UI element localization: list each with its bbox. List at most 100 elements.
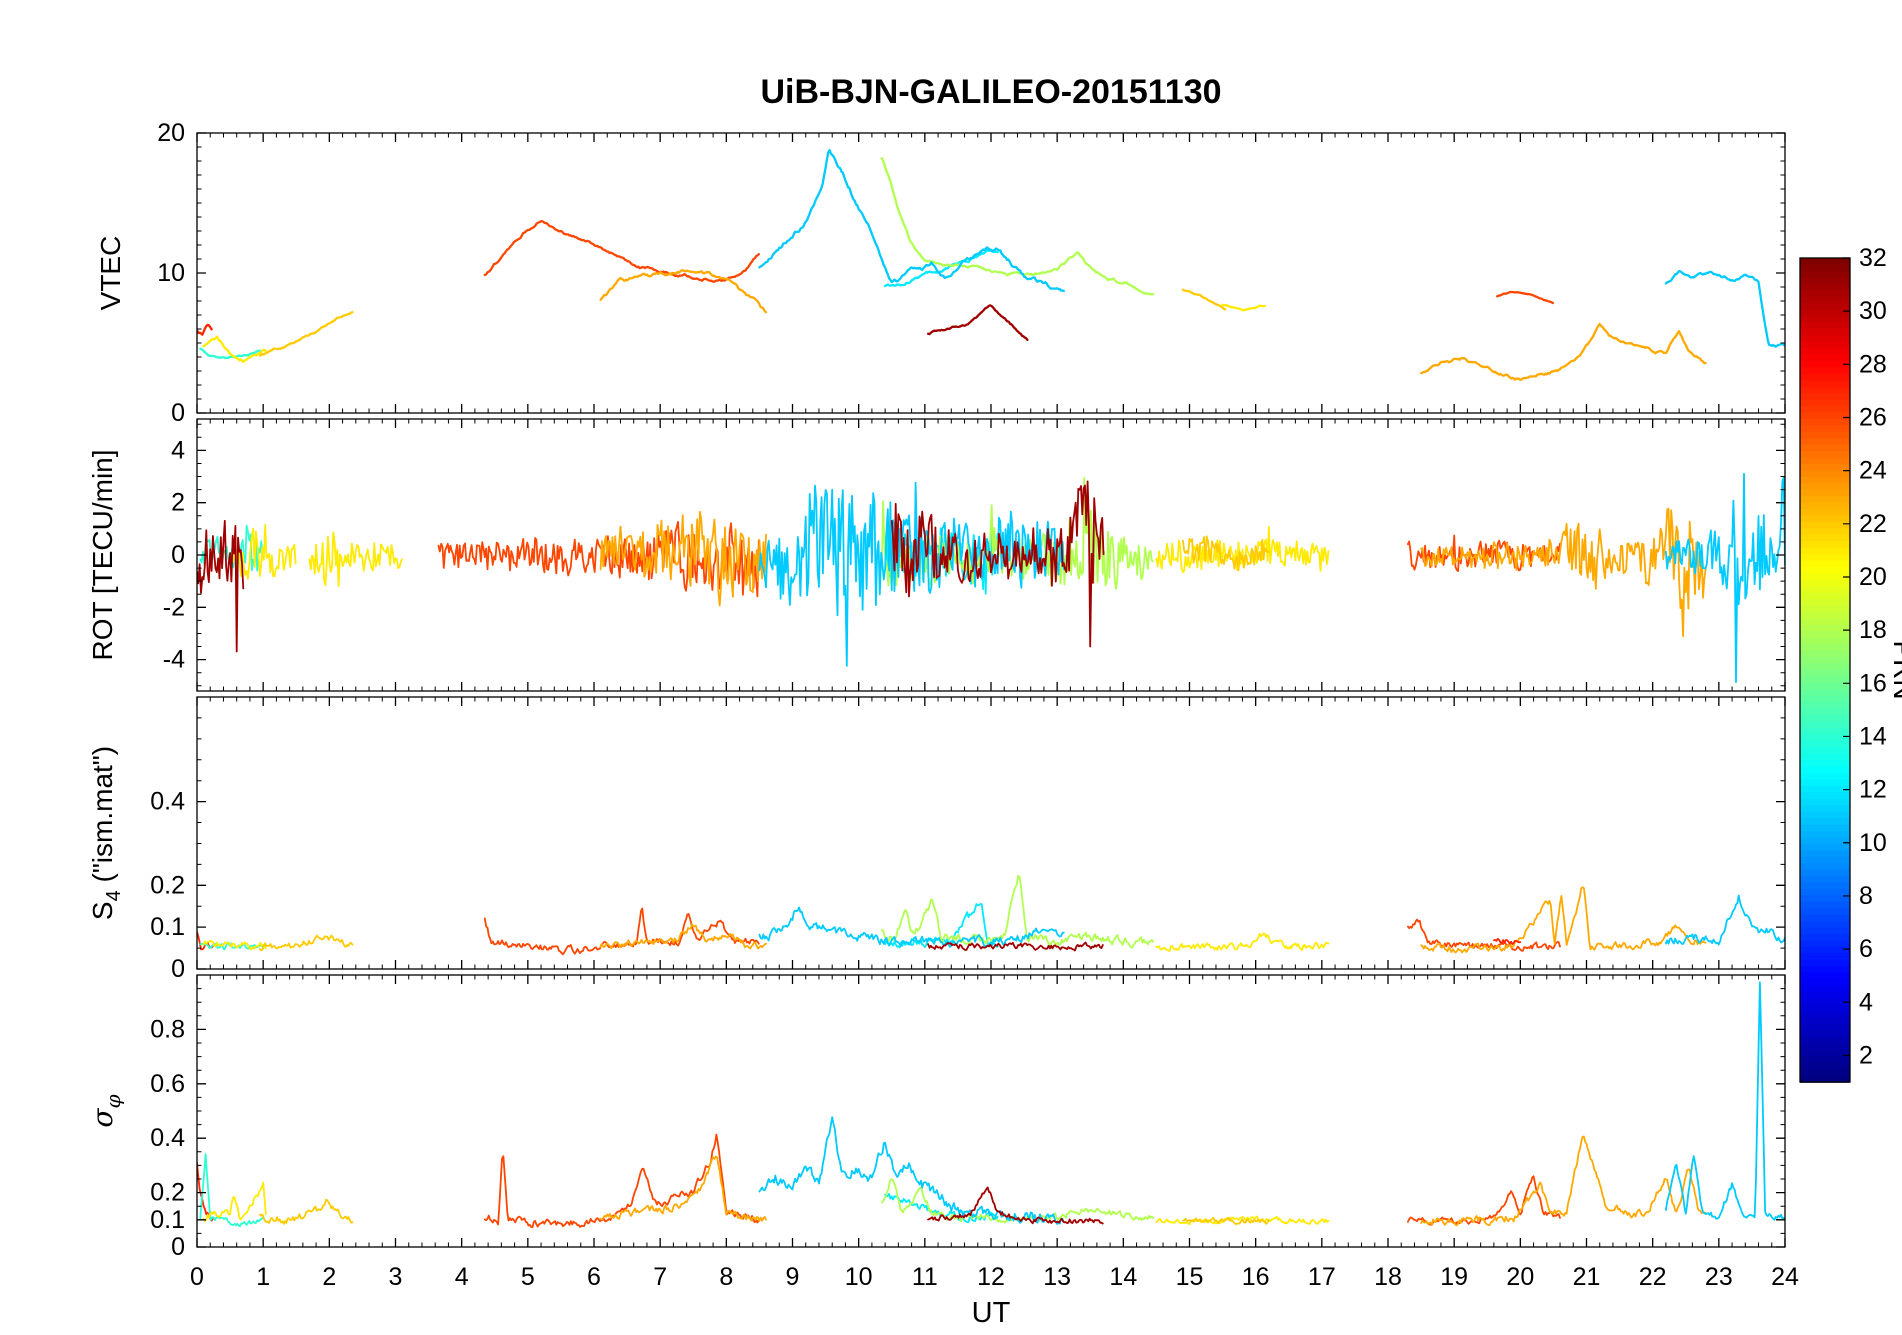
panel-series-group xyxy=(197,981,1785,1229)
colorbar-swatch xyxy=(1800,1004,1850,1012)
y-tick-label: 0 xyxy=(171,541,185,569)
axis-minor-ticks xyxy=(197,696,1785,969)
axis-minor-ticks xyxy=(197,974,1785,1247)
x-tick-label: 0 xyxy=(190,1263,204,1291)
x-tick-label: 5 xyxy=(521,1263,535,1291)
colorbar-swatch xyxy=(1800,1011,1850,1019)
colorbar-swatch xyxy=(1800,373,1850,382)
colorbar-swatch xyxy=(1800,734,1850,742)
colorbar-swatch xyxy=(1800,612,1850,620)
series-line-prn-21 xyxy=(232,524,297,580)
series-line-prn-11 xyxy=(1664,270,1785,348)
colorbar-swatch xyxy=(1800,670,1850,678)
series-line-prn-21 xyxy=(1155,932,1330,952)
colorbar-swatch xyxy=(1800,322,1850,330)
x-tick-label: 2 xyxy=(322,1263,336,1291)
colorbar-swatch xyxy=(1800,863,1850,871)
colorbar-swatch xyxy=(1800,328,1850,337)
series-line-prn-23 xyxy=(599,1155,767,1222)
colorbar-swatch xyxy=(1800,354,1850,362)
colorbar-swatch xyxy=(1800,418,1850,427)
colorbar-swatch xyxy=(1800,805,1850,813)
series-line-prn-22 xyxy=(1181,288,1227,311)
colorbar-swatch xyxy=(1800,579,1850,588)
colorbar-swatch xyxy=(1800,496,1850,504)
colorbar-swatch xyxy=(1800,921,1850,929)
colorbar-swatch xyxy=(1800,618,1850,626)
colorbar-swatch xyxy=(1800,637,1850,646)
colorbar-tick-label: 28 xyxy=(1859,350,1887,378)
colorbar-tick-label: 8 xyxy=(1859,882,1873,910)
colorbar-swatch xyxy=(1800,959,1850,967)
colorbar-swatch xyxy=(1800,1062,1850,1070)
colorbar-swatch xyxy=(1800,663,1850,671)
colorbar-swatch xyxy=(1800,296,1850,304)
colorbar-swatch xyxy=(1800,702,1850,710)
y-tick-label: 0.6 xyxy=(150,1070,185,1098)
series-line-prn-31 xyxy=(890,480,1105,648)
x-tick-label: 24 xyxy=(1771,1263,1799,1291)
colorbar-swatch xyxy=(1800,399,1850,407)
x-tick-label: 21 xyxy=(1573,1263,1601,1291)
colorbar-swatch xyxy=(1800,715,1850,723)
colorbar-swatch xyxy=(1800,509,1850,517)
colorbar-swatch xyxy=(1800,451,1850,459)
plot-panel-bg xyxy=(197,975,1785,1247)
colorbar-swatch xyxy=(1800,624,1850,633)
colorbar-swatch xyxy=(1800,811,1850,819)
axis-major-ticks xyxy=(196,132,1786,414)
series-line-prn-11 xyxy=(758,148,1065,293)
y-tick-label: 0 xyxy=(171,1233,185,1261)
colorbar-swatch xyxy=(1800,309,1850,317)
series-line-prn-11 xyxy=(1665,472,1785,683)
x-axis-label: UT xyxy=(972,1297,1011,1329)
series-line-prn-23 xyxy=(1420,507,1707,638)
y-axis-label: S4 ("ism.mat") xyxy=(87,746,125,920)
colorbar-swatch xyxy=(1800,599,1850,607)
colorbar-tick-label: 26 xyxy=(1859,403,1887,431)
series-line-prn-31 xyxy=(926,304,1029,342)
y-tick-label: 10 xyxy=(157,259,185,287)
colorbar-swatch xyxy=(1800,676,1850,684)
colorbar-swatch xyxy=(1800,908,1850,916)
colorbar-swatch xyxy=(1800,740,1850,749)
colorbar-swatch xyxy=(1800,464,1850,472)
colorbar-swatch xyxy=(1800,348,1850,356)
colorbar-swatch xyxy=(1800,914,1850,922)
colorbar-swatch xyxy=(1800,264,1850,272)
colorbar-swatch xyxy=(1800,444,1850,452)
y-tick-label: 0.1 xyxy=(150,913,185,941)
colorbar-swatch xyxy=(1800,998,1850,1006)
x-tick-label: 22 xyxy=(1639,1263,1667,1291)
y-tick-label: 0.2 xyxy=(150,871,185,899)
series-line-prn-23 xyxy=(599,269,768,314)
colorbar-swatch xyxy=(1800,818,1850,826)
plot-panel-bg xyxy=(197,697,1785,969)
colorbar-swatch xyxy=(1800,850,1850,858)
colorbar-swatch xyxy=(1800,605,1850,613)
colorbar-swatch xyxy=(1800,425,1850,433)
colorbar-swatch xyxy=(1800,489,1850,497)
colorbar-swatch xyxy=(1800,631,1850,639)
y-axis-label: σφ xyxy=(86,1094,125,1127)
series-line-prn-31 xyxy=(927,1186,1104,1225)
colorbar-swatch xyxy=(1800,412,1850,420)
series-line-prn-21 xyxy=(202,1181,267,1222)
series-line-prn-27 xyxy=(197,323,213,336)
plot-panel-bg xyxy=(197,133,1785,413)
axis-minor-ticks xyxy=(197,133,1785,413)
colorbar-swatch xyxy=(1800,695,1850,703)
colorbar-swatch xyxy=(1800,856,1850,864)
y-tick-label: 0.4 xyxy=(150,1124,185,1152)
y-tick-label: 0.8 xyxy=(150,1015,185,1043)
colorbar-swatch xyxy=(1800,335,1850,343)
colorbar-swatch xyxy=(1800,979,1850,987)
colorbar-ticks xyxy=(1843,257,1850,1057)
series-line-prn-22 xyxy=(258,311,354,357)
colorbar-tick-label: 12 xyxy=(1859,776,1887,804)
series-line-prn-11 xyxy=(758,906,1065,948)
series-line-prn-22 xyxy=(1182,1216,1270,1226)
y-axis-label: ROT [TECU/min] xyxy=(87,449,118,660)
axis-major-ticks xyxy=(196,975,1786,1248)
series-line-prn-22 xyxy=(1182,535,1270,572)
